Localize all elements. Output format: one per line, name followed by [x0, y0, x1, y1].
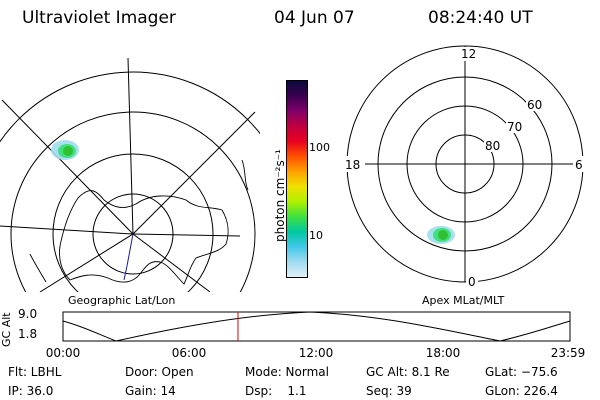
mlat-label-60: 60 [527, 98, 542, 112]
magnetic-polar-plot: 12 18 6 0 60 70 80 [343, 45, 585, 289]
meridian-line [132, 233, 211, 292]
coastline-fragment [29, 253, 47, 283]
coastline-fragment [241, 159, 249, 191]
geo-latitude-status: GLat: −75.6 [485, 365, 558, 379]
latitude-circle [52, 153, 214, 292]
mlt-label-6: 6 [575, 158, 583, 172]
ip-status: IP: 36.0 [8, 384, 54, 398]
altitude-ytick-low: 1.8 [18, 327, 37, 341]
geographic-map [0, 57, 260, 292]
altitude-timeline-plot: 9.0 1.8 GC Alt 00:00 06:00 12:00 18:00 2… [0, 307, 586, 360]
mlt-label-18: 18 [345, 158, 360, 172]
meridian-line [39, 233, 134, 292]
instrument-title: Ultraviolet Imager [22, 8, 176, 28]
time-tick-0000: 00:00 [46, 346, 81, 360]
gain-status: Gain: 14 [125, 384, 176, 398]
time-tick-0600: 06:00 [172, 346, 207, 360]
plot-frame [62, 311, 571, 342]
latitude-circle [10, 111, 256, 292]
altitude-axis-label: GC Alt [0, 312, 13, 347]
time-tick-1800: 18:00 [426, 346, 461, 360]
mlt-label-0: 0 [468, 275, 476, 289]
time-tick-2359: 23:59 [551, 346, 586, 360]
mlat-label-80: 80 [485, 139, 500, 153]
meridian-line [1, 99, 134, 235]
time-tick-1200: 12:00 [299, 346, 334, 360]
door-status: Door: Open [125, 365, 194, 379]
mode-status: Mode: Normal [245, 365, 329, 379]
pole-track-line [123, 233, 134, 281]
meridian-line [0, 225, 134, 235]
gc-altitude-status: GC Alt: 8.1 Re [366, 365, 450, 379]
altitude-ytick-high: 9.0 [18, 307, 37, 321]
colorbar-units-label: photon cm⁻²s⁻¹ [273, 149, 287, 242]
meridian-line [132, 111, 256, 235]
colorbar-gradient [287, 81, 307, 277]
magnetic-map-caption: Apex MLat/MLT [422, 294, 505, 307]
altitude-curve [62, 311, 571, 342]
colorbar [286, 80, 308, 278]
aurora-emission-blob-magnetic [427, 226, 455, 244]
colorbar-tick-10: 10 [309, 229, 323, 242]
mlt-label-12: 12 [461, 47, 476, 61]
colorbar-tick-100: 100 [309, 141, 330, 154]
filter-status: Flt: LBHL [8, 365, 62, 379]
geographic-map-caption: Geographic Lat/Lon [68, 294, 176, 307]
observation-time: 08:24:40 UT [428, 8, 533, 28]
meridian-line [127, 57, 134, 235]
geo-longitude-status: GLon: 226.4 [485, 384, 558, 398]
sequence-status: Seq: 39 [366, 384, 412, 398]
latitude-circle [92, 193, 174, 275]
mlat-label-70: 70 [507, 120, 522, 134]
aurora-emission-blob [51, 140, 79, 160]
meridian-line [132, 233, 241, 237]
observation-date: 04 Jun 07 [274, 8, 355, 28]
display-status: Dsp: 1.1 [245, 384, 307, 398]
latitude-circle [0, 71, 260, 143]
antarctica-coastline [59, 190, 229, 285]
